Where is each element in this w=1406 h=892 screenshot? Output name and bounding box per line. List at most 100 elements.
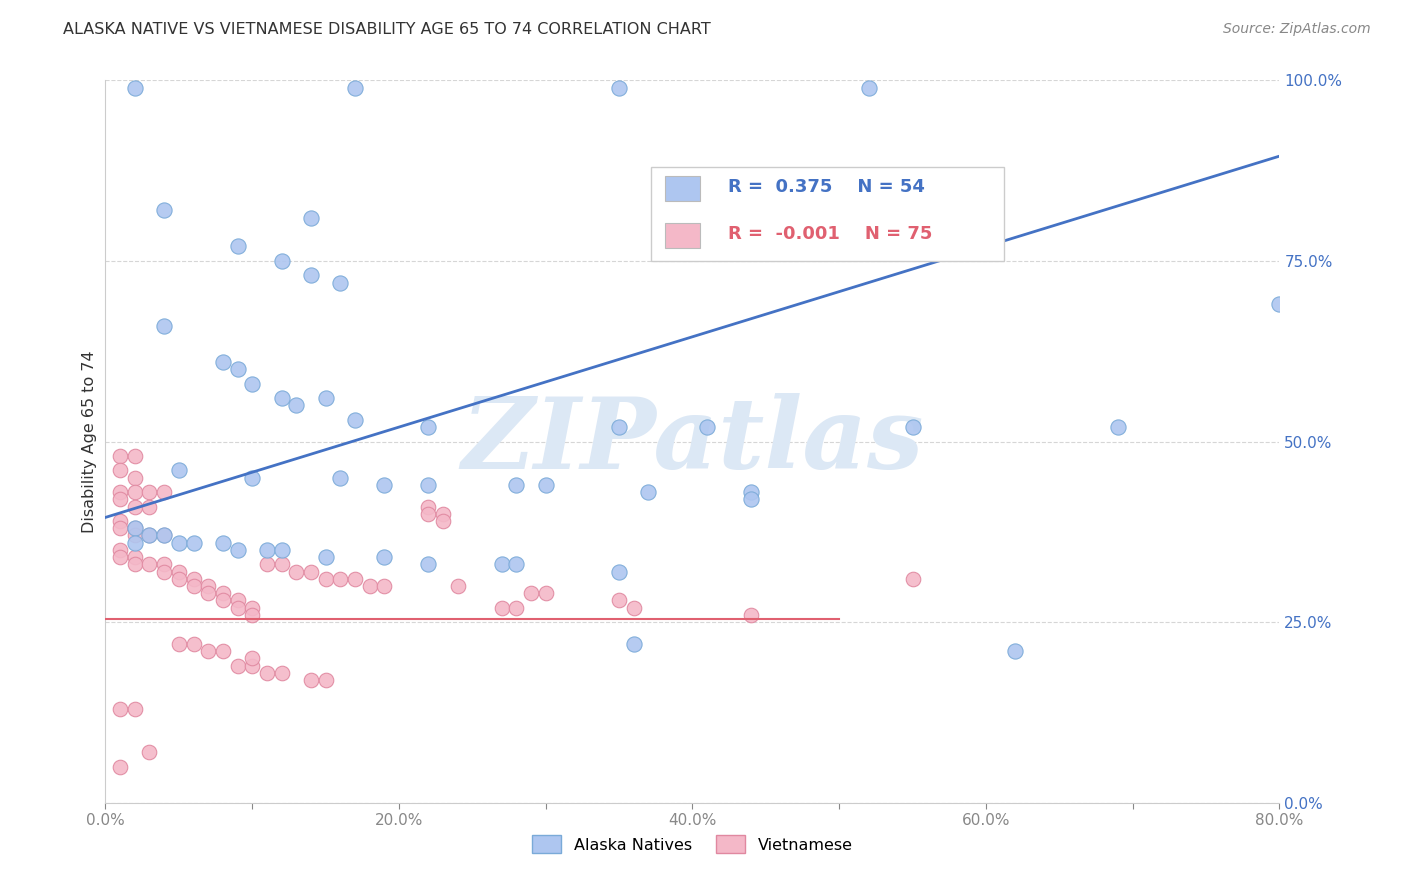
Point [270,253,292,268]
Point [167,572,190,586]
Point [285,398,308,412]
Point [418,420,440,434]
Point [901,420,924,434]
Point [534,478,557,492]
Point [373,478,395,492]
Point [270,391,292,405]
Point [359,579,381,593]
Legend: Alaska Natives, Vietnamese: Alaska Natives, Vietnamese [526,829,859,860]
Text: Source: ZipAtlas.com: Source: ZipAtlas.com [1223,22,1371,37]
Point [197,579,219,593]
Point [153,203,176,218]
Point [329,276,352,290]
Point [124,485,146,500]
Point [167,535,190,549]
Point [607,593,630,607]
Point [740,485,762,500]
Point [240,607,263,622]
Point [138,745,160,759]
Point [901,572,924,586]
Point [138,500,160,514]
Point [197,586,219,600]
FancyBboxPatch shape [651,167,1004,260]
Point [270,542,292,557]
FancyBboxPatch shape [665,223,700,248]
Text: R =  0.375    N = 54: R = 0.375 N = 54 [728,178,925,196]
Point [108,485,131,500]
Point [226,362,249,376]
Point [108,760,131,774]
Point [167,463,190,477]
Point [696,420,718,434]
Point [858,80,880,95]
Point [183,579,205,593]
Point [211,593,233,607]
Point [607,420,630,434]
Point [197,644,219,658]
Text: ALASKA NATIVE VS VIETNAMESE DISABILITY AGE 65 TO 74 CORRELATION CHART: ALASKA NATIVE VS VIETNAMESE DISABILITY A… [63,22,711,37]
Point [432,507,454,521]
Point [124,558,146,572]
Point [183,637,205,651]
Point [740,607,762,622]
Point [124,80,146,95]
Point [211,586,233,600]
Point [270,665,292,680]
Point [418,558,440,572]
Point [520,586,543,600]
Point [108,702,131,716]
Point [740,492,762,507]
Point [1107,420,1129,434]
Point [226,658,249,673]
Point [183,572,205,586]
Point [108,463,131,477]
Point [432,514,454,528]
Point [108,521,131,535]
Point [534,586,557,600]
Point [138,485,160,500]
Point [637,485,659,500]
Point [447,579,470,593]
Point [240,470,263,484]
Point [256,542,278,557]
Point [124,449,146,463]
Point [240,658,263,673]
Point [124,521,146,535]
Point [108,542,131,557]
Point [153,485,176,500]
Point [153,565,176,579]
Point [1004,644,1026,658]
Point [211,355,233,369]
Point [418,478,440,492]
Point [124,470,146,484]
Point [108,550,131,565]
Point [108,449,131,463]
Point [183,535,205,549]
Point [124,550,146,565]
Point [491,558,513,572]
Point [315,550,337,565]
Point [138,558,160,572]
Point [299,211,322,225]
Point [256,558,278,572]
Point [240,651,263,665]
Point [329,470,352,484]
Point [285,565,308,579]
Point [240,600,263,615]
Point [299,673,322,687]
Point [138,528,160,542]
Point [226,239,249,253]
Point [153,528,176,542]
Point [108,492,131,507]
Point [167,565,190,579]
Point [138,528,160,542]
Point [505,478,527,492]
Point [329,572,352,586]
Point [226,593,249,607]
Point [343,80,366,95]
Point [124,702,146,716]
Point [343,572,366,586]
Point [623,600,645,615]
Point [153,528,176,542]
Point [299,268,322,283]
